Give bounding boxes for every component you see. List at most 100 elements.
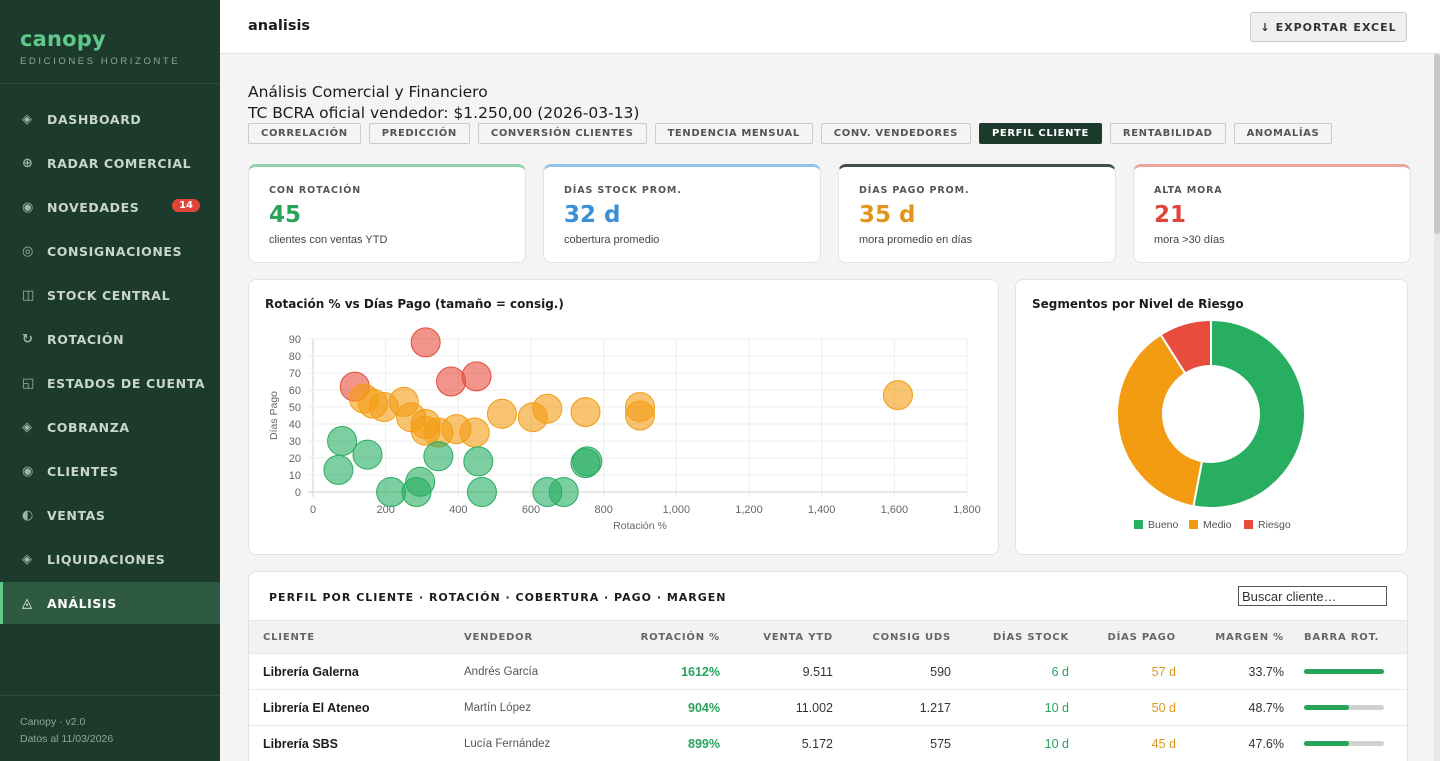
- margin-value: 33.7%: [1186, 653, 1294, 690]
- donut-slice-medio[interactable]: [1116, 333, 1204, 508]
- donut-chart-title: Segmentos por Nivel de Riesgo: [1032, 297, 1244, 311]
- page-title: Análisis Comercial y Financiero: [248, 83, 488, 101]
- y-tick-label: 70: [289, 368, 301, 380]
- scatter-point[interactable]: [323, 454, 354, 485]
- stock-days-value: 10 d: [961, 725, 1079, 761]
- sidebar-item-stock-central[interactable]: ◫ STOCK CENTRAL: [0, 274, 220, 316]
- tab-prediccion[interactable]: PREDICCIÓN: [368, 123, 470, 144]
- y-tick-label: 80: [289, 351, 301, 363]
- brand-subtitle: EDICIONES HORIZONTE: [20, 56, 181, 67]
- sidebar-item-clientes[interactable]: ◉ CLIENTES: [0, 450, 220, 492]
- table-row[interactable]: Librería Galerna Andrés García 1612% 9.511 5…: [249, 653, 1407, 690]
- sidebar-item-ventas[interactable]: ◐ VENTAS: [0, 494, 220, 536]
- legend-item-riesgo[interactable]: Riesgo: [1244, 519, 1291, 531]
- table-row[interactable]: Librería El Ateneo Martín López 904% 11.002…: [249, 689, 1407, 726]
- column-header-dias-stock[interactable]: DÍAS STOCK: [961, 620, 1079, 654]
- client-search-input[interactable]: [1238, 586, 1387, 606]
- scatter-point[interactable]: [466, 477, 497, 507]
- sidebar-item-consignaciones[interactable]: ◎ CONSIGNACIONES: [0, 230, 220, 272]
- scatter-point[interactable]: [461, 361, 492, 392]
- scatter-point[interactable]: [572, 446, 603, 477]
- x-tick-label: 1,600: [881, 504, 909, 516]
- donut-slice-riesgo[interactable]: [1159, 318, 1212, 375]
- sidebar-item-analisis[interactable]: ◬ ANÁLISIS: [0, 582, 220, 624]
- tab-correlacion[interactable]: CORRELACIÓN: [248, 123, 361, 144]
- y-tick-label: 40: [289, 419, 301, 431]
- client-name[interactable]: Librería SBS: [249, 725, 454, 761]
- scatter-chart-title: Rotación % vs Días Pago (tamaño = consig…: [265, 297, 564, 311]
- footer-date: Datos al 11/03/2026: [20, 733, 114, 745]
- brand-name[interactable]: canopy: [20, 27, 106, 51]
- scrollbar-thumb[interactable]: [1434, 54, 1440, 234]
- scatter-point[interactable]: [463, 446, 494, 477]
- tab-rentabilidad[interactable]: RENTABILIDAD: [1109, 123, 1226, 144]
- scatter-point[interactable]: [376, 477, 407, 507]
- export-excel-label: EXPORTAR EXCEL: [1275, 20, 1397, 34]
- tab-perfil-cliente[interactable]: PERFIL CLIENTE: [978, 123, 1102, 144]
- client-name[interactable]: Librería El Ateneo: [249, 689, 454, 726]
- tab-tendencia-mensual[interactable]: TENDENCIA MENSUAL: [654, 123, 813, 144]
- scatter-point[interactable]: [459, 417, 490, 448]
- scatter-point[interactable]: [882, 380, 913, 411]
- tab-conv-vendedores[interactable]: CONV. VENDEDORES: [820, 123, 971, 144]
- legend-swatch: [1244, 520, 1253, 529]
- column-header-barra-rot[interactable]: BARRA ROT.: [1294, 620, 1407, 654]
- kpi-value: 32 d: [564, 202, 621, 228]
- scatter-point[interactable]: [401, 477, 432, 507]
- scatter-point[interactable]: [327, 426, 358, 456]
- table-title: PERFIL POR CLIENTE · ROTACIÓN · COBERTUR…: [269, 591, 727, 604]
- sidebar-item-dashboard[interactable]: ◈ DASHBOARD: [0, 98, 220, 140]
- sales-ytd-value: 5.172: [730, 725, 843, 761]
- x-tick-label: 0: [310, 504, 316, 516]
- kpi-label: DÍAS STOCK PROM.: [564, 185, 682, 196]
- kpi-label: ALTA MORA: [1154, 185, 1223, 196]
- scatter-point[interactable]: [410, 327, 441, 358]
- column-header-venta-ytd[interactable]: VENTA YTD: [730, 620, 843, 654]
- client-name[interactable]: Librería Galerna: [249, 653, 454, 690]
- table-row[interactable]: Librería SBS Lucía Fernández 899% 5.172 575 1…: [249, 725, 1407, 761]
- legend-item-medio[interactable]: Medio: [1189, 519, 1232, 531]
- scatter-point[interactable]: [486, 398, 517, 429]
- seller-name: Andrés García: [454, 653, 610, 690]
- scatter-point[interactable]: [625, 400, 655, 431]
- sidebar-item-liquidaciones[interactable]: ◈ LIQUIDACIONES: [0, 538, 220, 580]
- tab-conversion-clientes[interactable]: CONVERSIÓN CLIENTES: [477, 123, 647, 144]
- scatter-point[interactable]: [352, 439, 383, 470]
- scatter-point[interactable]: [570, 397, 601, 428]
- scatter-point[interactable]: [423, 441, 454, 472]
- kpi-label: DÍAS PAGO PROM.: [859, 185, 970, 196]
- sidebar-item-novedades[interactable]: ◉ NOVEDADES 14: [0, 186, 220, 228]
- scatter-point[interactable]: [436, 366, 467, 397]
- ring-icon: ◎: [22, 243, 34, 259]
- column-header-vendedor[interactable]: VENDEDOR: [454, 620, 610, 654]
- column-header-consig-uds[interactable]: CONSIG UDS: [843, 620, 961, 654]
- scatter-point[interactable]: [532, 393, 563, 424]
- column-header-cliente[interactable]: CLIENTE: [249, 620, 454, 654]
- tab-anomalias[interactable]: ANOMALÍAS: [1233, 123, 1333, 144]
- sidebar-item-cobranza[interactable]: ◈ COBRANZA: [0, 406, 220, 448]
- page-scrollbar[interactable]: [1434, 54, 1440, 761]
- x-tick-label: 200: [376, 504, 394, 516]
- sidebar-item-radar-comercial[interactable]: ⊕ RADAR COMERCIAL: [0, 142, 220, 184]
- x-tick-label: 800: [594, 504, 612, 516]
- column-header-margen[interactable]: MARGEN %: [1186, 620, 1294, 654]
- sidebar-item-estados-de-cuenta[interactable]: ◱ ESTADOS DE CUENTA: [0, 362, 220, 404]
- sidebar-item-label: STOCK CENTRAL: [47, 287, 171, 303]
- sidebar-item-rotacion[interactable]: ↻ ROTACIÓN: [0, 318, 220, 360]
- rotation-value: 1612%: [610, 653, 730, 690]
- scatter-point[interactable]: [548, 477, 579, 507]
- legend-item-bueno[interactable]: Bueno: [1134, 519, 1179, 531]
- column-header-dias-pago[interactable]: DÍAS PAGO: [1079, 620, 1186, 654]
- donut-slice-bueno[interactable]: [1192, 318, 1306, 509]
- sidebar-item-label: RADAR COMERCIAL: [47, 155, 192, 171]
- rotation-bar: [1304, 705, 1384, 710]
- column-header-rotacion[interactable]: ROTACIÓN %: [610, 620, 730, 654]
- export-excel-button[interactable]: ↓ EXPORTAR EXCEL: [1250, 12, 1407, 42]
- seller-name: Lucía Fernández: [454, 725, 610, 761]
- payment-days-value: 45 d: [1079, 725, 1186, 761]
- brand: canopy EDICIONES HORIZONTE: [0, 0, 220, 84]
- rotation-bar-fill: [1304, 669, 1384, 674]
- sidebar: canopy EDICIONES HORIZONTE ◈ DASHBOARD ⊕ RA…: [0, 0, 220, 761]
- x-axis-label: Rotación %: [613, 520, 667, 532]
- rotation-value: 904%: [610, 689, 730, 726]
